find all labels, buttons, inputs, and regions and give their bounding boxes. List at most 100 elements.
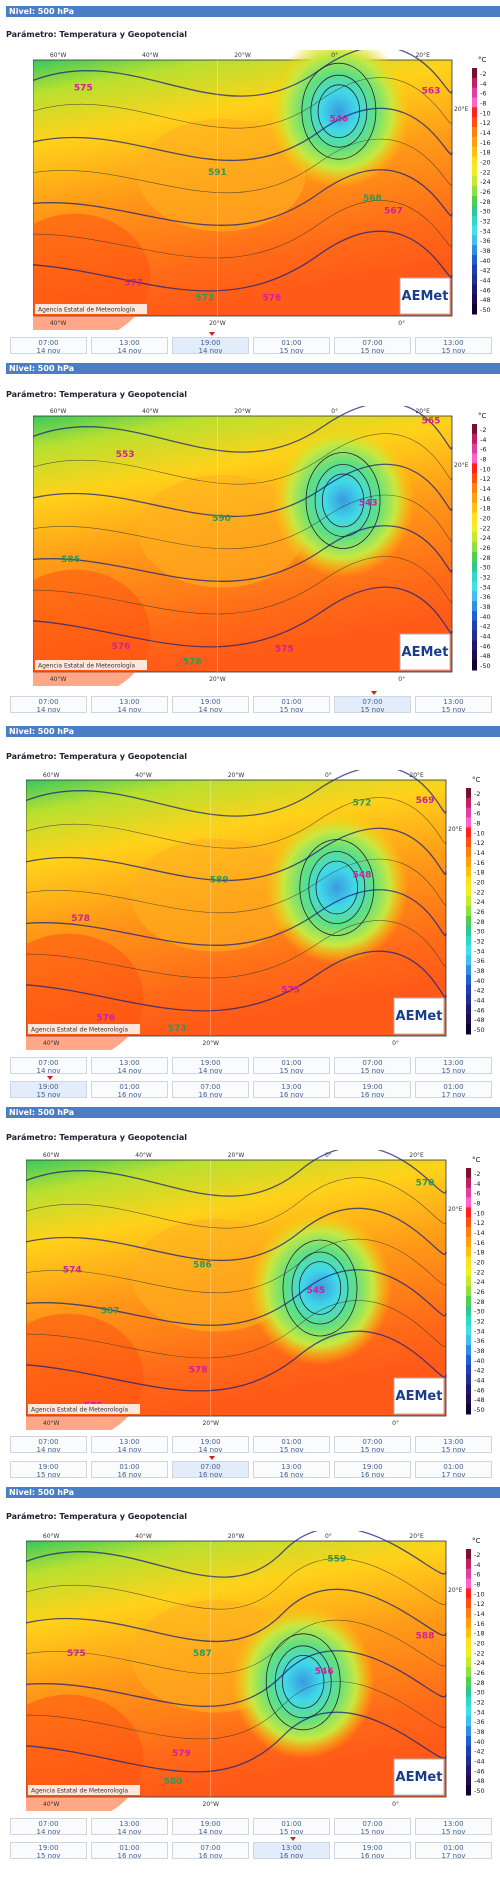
date: 15 nov (360, 347, 385, 355)
logo: AEMet (402, 289, 449, 304)
contour-line (26, 1177, 447, 1229)
colorbar-label: -38 (480, 603, 491, 611)
time-button[interactable]: 07:00 15 nov (334, 337, 411, 355)
colorbar-label: -20 (474, 878, 485, 886)
time-button[interactable]: 07:00 14 nov (10, 1436, 87, 1454)
date: 16 nov (360, 1471, 385, 1479)
weather-map: 60°W 40°W 20°W 0° 20°E 40°W 20°W 0° 20°E 570 574 58… (26, 1150, 485, 1430)
time-button[interactable]: 13:00 15 nov (415, 1818, 492, 1836)
time-button[interactable]: 13:00 16 nov (253, 1081, 330, 1099)
contour-line (26, 797, 447, 849)
time-button[interactable]: 01:00 15 nov (253, 1436, 330, 1454)
time-button[interactable]: 13:00 14 nov (91, 1057, 168, 1075)
colorbar-label: -14 (474, 849, 485, 857)
time: 07:00 (362, 339, 383, 347)
colorbar-unit: °C (472, 776, 481, 784)
time-button[interactable]: 01:00 17 nov (415, 1461, 492, 1479)
colorbar-label: -4 (480, 80, 486, 88)
time-button[interactable]: 13:00 14 nov (91, 1818, 168, 1836)
colorbar-swatch (466, 788, 471, 799)
time-button[interactable]: 07:00 15 nov (334, 1436, 411, 1454)
time-button[interactable]: 19:00 16 nov (334, 1081, 411, 1099)
colorbar-swatch (472, 660, 477, 671)
time-button[interactable]: 07:00 16 nov (172, 1842, 249, 1860)
time: 01:00 (281, 698, 302, 706)
colorbar-swatch (466, 1236, 471, 1248)
time-button[interactable]: 07:00 14 nov (10, 696, 87, 714)
time-button[interactable]: 19:00 16 nov (334, 1461, 411, 1479)
colorbar-label: -38 (474, 967, 485, 975)
lon-label-top: 40°W (142, 52, 159, 59)
credit: Agencia Estatal de Meteorología (31, 1027, 128, 1034)
colorbar-swatch (466, 1775, 471, 1786)
lon-label-bottom: 20°W (203, 1040, 220, 1047)
date: 16 nov (198, 1091, 223, 1099)
time-button[interactable]: 07:00 15 nov (334, 691, 411, 714)
date: 14 nov (117, 1828, 142, 1836)
time-button[interactable]: 01:00 16 nov (91, 1461, 168, 1479)
time-button[interactable]: 13:00 15 nov (415, 1436, 492, 1454)
time-button[interactable]: 07:00 14 nov (10, 1057, 87, 1075)
time-button[interactable]: 19:00 15 nov (10, 1076, 87, 1099)
warm-region (131, 838, 299, 952)
time-button[interactable]: 01:00 17 nov (415, 1842, 492, 1860)
colorbar-label: -30 (474, 928, 485, 936)
time-button[interactable]: 19:00 14 nov (172, 696, 249, 714)
time-button[interactable]: 19:00 15 nov (10, 1461, 87, 1479)
time-button[interactable]: 01:00 15 nov (253, 1818, 330, 1836)
time: 13:00 (119, 339, 140, 347)
time-button[interactable]: 19:00 14 nov (172, 1818, 249, 1836)
time-button[interactable]: 13:00 15 nov (415, 1057, 492, 1075)
map-area: 60°W 40°W 20°W 0° 20°E 40°W 20°W 0° 20°E 553 565 59… (33, 406, 491, 686)
contour-label: 576 (112, 642, 131, 652)
time-button[interactable]: 13:00 14 nov (91, 1436, 168, 1454)
time-button[interactable]: 13:00 14 nov (91, 696, 168, 714)
colorbar-label: -42 (474, 1367, 485, 1375)
time-button[interactable]: 01:00 15 nov (253, 1057, 330, 1075)
colorbar-label: -18 (480, 149, 491, 157)
time-button[interactable]: 07:00 16 nov (172, 1456, 249, 1479)
colorbar-label: -40 (474, 1738, 485, 1746)
time-button[interactable]: 13:00 15 nov (415, 337, 492, 355)
time-button[interactable]: 19:00 16 nov (334, 1842, 411, 1860)
time-button[interactable]: 07:00 14 nov (10, 337, 87, 355)
colorbar-label: -24 (474, 898, 485, 906)
colorbar-label: -28 (474, 1679, 485, 1687)
contour-line (33, 169, 453, 226)
time-button[interactable]: 07:00 14 nov (10, 1818, 87, 1836)
date: 14 nov (117, 1067, 142, 1075)
time: 07:00 (200, 1083, 221, 1091)
time-button[interactable]: 13:00 16 nov (253, 1837, 330, 1860)
colorbar-swatch (466, 1354, 471, 1366)
colorbar-swatch (466, 1014, 471, 1025)
time-button[interactable]: 13:00 15 nov (415, 696, 492, 714)
time-button[interactable]: 01:00 16 nov (91, 1842, 168, 1860)
time-button[interactable]: 13:00 16 nov (253, 1461, 330, 1479)
time: 01:00 (281, 339, 302, 347)
colorbar-label: -50 (474, 1026, 485, 1034)
colorbar-label: -36 (474, 957, 485, 965)
time-button[interactable]: 01:00 15 nov (253, 337, 330, 355)
colorbar-label: -24 (474, 1659, 485, 1667)
contour-label: 543 (359, 499, 378, 509)
contour-line (26, 1531, 447, 1578)
colorbar-label: -20 (480, 514, 491, 522)
time-button[interactable]: 19:00 14 nov (172, 332, 249, 355)
time: 01:00 (443, 1463, 464, 1471)
time-button[interactable]: 13:00 14 nov (91, 337, 168, 355)
colorbar-swatch (466, 1657, 471, 1668)
time-button[interactable]: 01:00 15 nov (253, 696, 330, 714)
time-button[interactable]: 19:00 14 nov (172, 1436, 249, 1454)
level-header: Nivel: 500 hPa (6, 1487, 500, 1498)
time: 07:00 (38, 698, 59, 706)
credit: Agencia Estatal de Meteorología (31, 1788, 128, 1795)
time-button[interactable]: 07:00 15 nov (334, 1057, 411, 1075)
time-button[interactable]: 01:00 17 nov (415, 1081, 492, 1099)
time-button[interactable]: 19:00 14 nov (172, 1057, 249, 1075)
time-button[interactable]: 07:00 15 nov (334, 1818, 411, 1836)
time-button[interactable]: 19:00 15 nov (10, 1842, 87, 1860)
contour-line (26, 920, 447, 979)
time-button[interactable]: 07:00 16 nov (172, 1081, 249, 1099)
date: 15 nov (279, 1446, 304, 1454)
time-button[interactable]: 01:00 16 nov (91, 1081, 168, 1099)
